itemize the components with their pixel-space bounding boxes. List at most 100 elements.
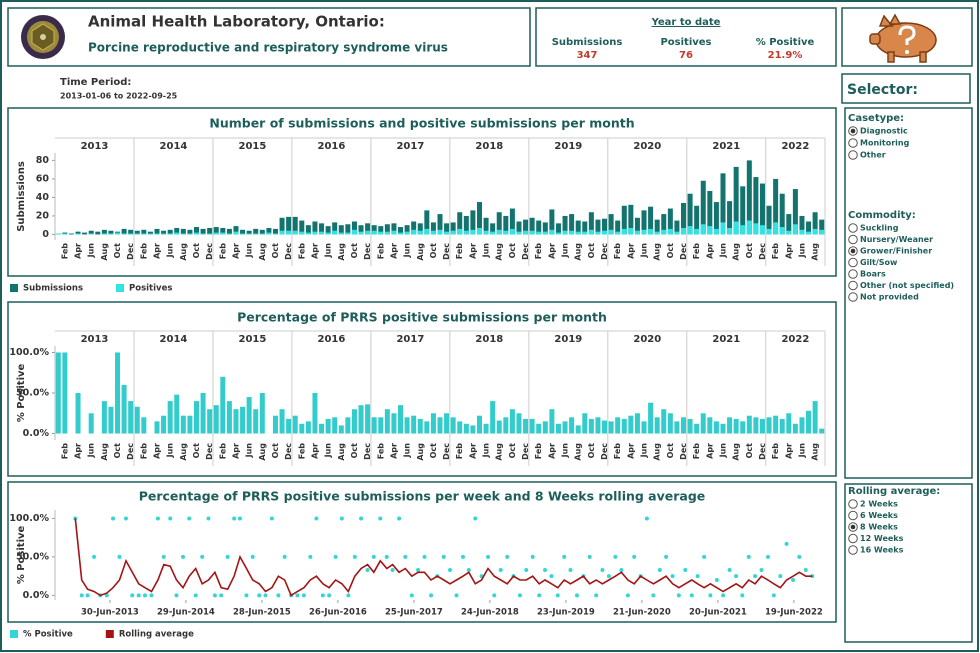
x-tick-label: Aug [258,243,267,261]
x-tick-label: Dec [363,443,372,460]
point [702,554,707,559]
bar [713,202,719,235]
bar [812,228,818,235]
point [429,593,434,598]
point [257,593,262,598]
radio[interactable] [848,150,858,160]
radio-label[interactable]: Nursery/Weaner [860,235,933,244]
x-tick-label: Oct [745,443,754,459]
stat-value: 76 [679,50,693,61]
bar [648,402,654,434]
bar [588,229,594,235]
radio[interactable] [848,533,858,544]
x-tick-label: Feb [692,443,701,460]
point [301,593,306,598]
radio[interactable] [848,280,858,291]
bar [602,230,608,235]
bar [812,212,818,235]
bar [325,232,331,235]
bar [207,233,213,235]
radio[interactable] [848,223,858,233]
x-tick-label: Jun [797,243,806,259]
radio-label[interactable]: Other (not specified) [860,281,954,290]
bar [470,229,476,235]
radio-label[interactable]: Grower/Finisher [860,247,932,256]
radio-label[interactable]: 8 Weeks [860,523,898,532]
bar [292,230,298,235]
bar [595,219,601,235]
radio-label[interactable]: Monitoring [860,139,910,148]
radio-label[interactable]: Gilt/Sow [860,258,898,267]
legend-label: % Positive [23,630,73,640]
radio-label[interactable]: 16 Weeks [860,546,904,555]
point [568,568,573,572]
point [543,568,548,572]
radio-label[interactable]: Diagnostic [860,127,908,136]
bar [213,227,219,235]
bar [259,393,265,434]
bar [187,229,193,235]
radio[interactable] [848,257,858,268]
radio-label[interactable]: 2 Weeks [860,500,898,509]
x-tick-label: Apr [468,243,477,259]
x-tick-label: Apr [389,243,398,259]
radio-label[interactable]: Other [860,151,886,160]
bar [753,223,759,235]
radio[interactable] [848,545,858,555]
radio-label[interactable]: Boars [860,270,886,279]
bar [588,418,594,434]
stat-value: 21.9% [768,50,803,61]
bar [786,214,792,235]
bar [305,225,311,235]
bar [746,160,752,235]
bar [147,233,153,235]
point [664,554,669,559]
radio[interactable] [848,234,858,245]
point [549,574,554,579]
x-tick-label: 23-Jun-2019 [537,608,595,618]
bar [266,232,272,235]
bar [101,401,107,434]
radio-label[interactable]: Not provided [860,293,919,302]
bar [450,230,456,235]
y-tick-label: 40 [36,192,50,203]
bar [476,202,482,235]
x-tick-label: Dec [521,443,530,460]
bar [246,397,252,434]
radio[interactable] [848,269,858,279]
radio[interactable] [848,138,858,148]
bar [240,233,246,235]
x-tick-label: Aug [100,243,109,261]
bar [621,228,627,235]
point [111,516,116,521]
bar [404,231,410,235]
year-label: 2021 [712,141,740,152]
radio-label[interactable]: Suckling [860,224,899,233]
bar [819,428,825,434]
bar [700,224,706,235]
bar [727,417,733,434]
point [466,568,471,572]
radio-label[interactable]: 12 Weeks [860,534,904,543]
bar [167,229,173,235]
bar [299,220,305,235]
radio[interactable] [848,499,858,509]
bar [95,231,101,235]
radio[interactable] [848,292,858,302]
radio-label[interactable]: 6 Weeks [860,511,898,520]
bar [707,226,713,235]
point [460,554,465,559]
bar [378,226,384,235]
bar [325,226,331,235]
bar [213,405,219,434]
x-tick-label: Dec [521,243,530,260]
bar [128,233,134,235]
bar [233,226,239,235]
point [403,554,408,559]
point [759,568,764,572]
bar [608,421,614,434]
radio[interactable] [848,510,858,521]
filter-title: Rolling average: [848,486,940,497]
